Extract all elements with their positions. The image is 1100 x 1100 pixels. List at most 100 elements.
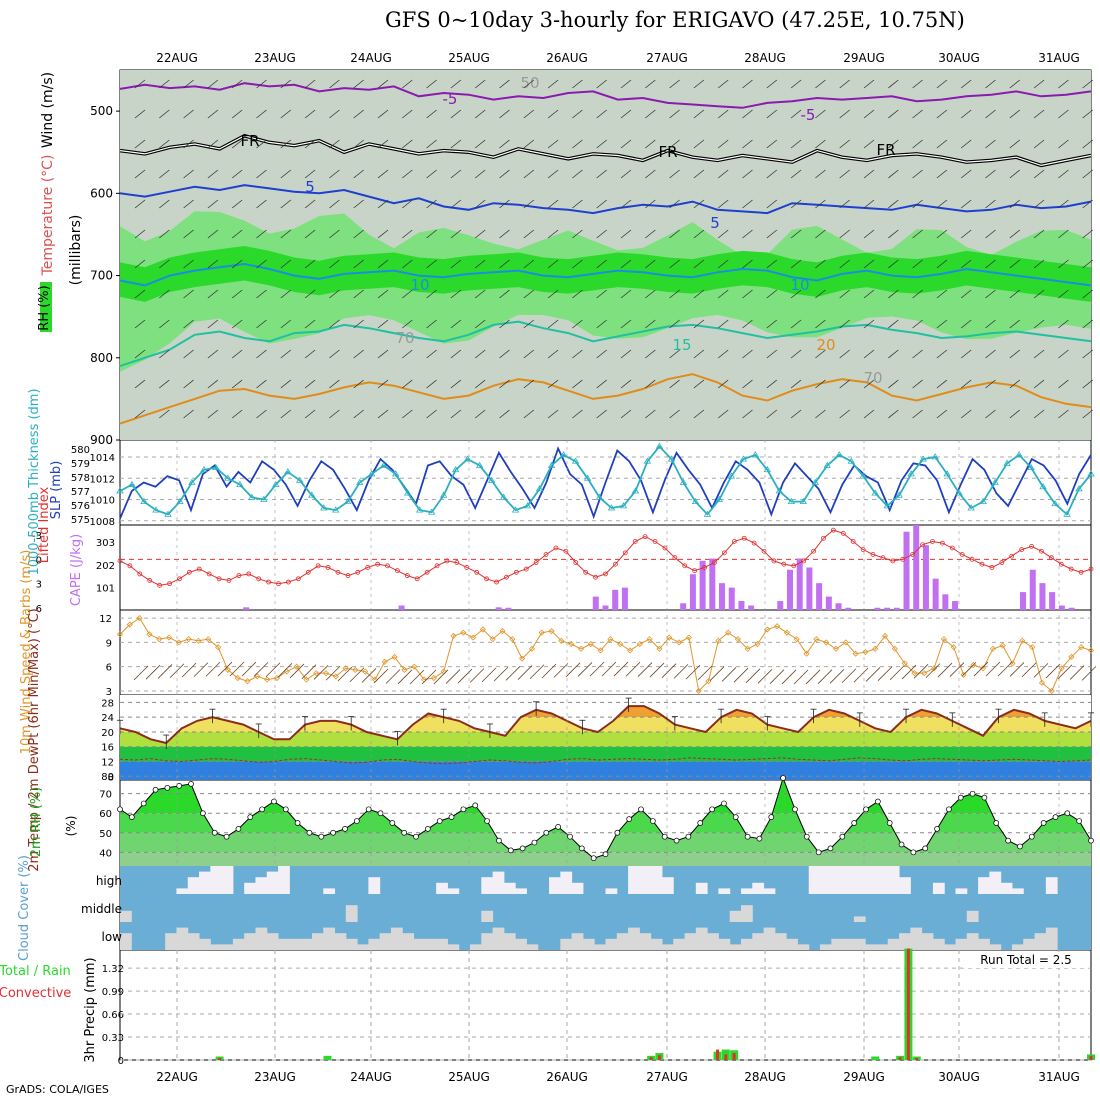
cloud-cell [176,927,189,950]
cloud-cell [481,877,494,894]
wind-speed-point [460,629,467,636]
thickness-point [260,495,268,502]
cloud-cell [729,944,742,950]
wind-barb [256,409,267,419]
wind-speed-point [607,636,614,643]
wind-barb [769,669,785,684]
cloud-cell [729,910,742,922]
wind-speed-point [165,634,173,641]
wind-barb [329,349,340,359]
wind-barb [474,139,486,149]
wind-barb [912,169,923,179]
li-point [1088,566,1094,572]
contour-label: 10 [410,276,429,294]
cloud-cell [944,944,957,950]
wind-barb [839,319,850,329]
wind-barb [450,169,462,179]
rh-point [164,784,171,791]
cloud-cell [616,933,629,950]
rh-band [120,852,1091,866]
wind-barb [304,409,316,419]
li-point [246,571,252,577]
cloud-cell [447,888,460,894]
wind-barb [450,409,462,419]
wind-barb [693,199,705,209]
wind-barb [145,664,161,680]
wind-barb [863,139,875,149]
wind-barb [960,409,972,419]
li-point [583,569,589,575]
wind-barb [839,229,850,239]
wind-barb [985,319,996,329]
temp-tick-label: 20 [101,728,114,739]
wind-barb [790,139,802,149]
cloud-cell [989,871,1002,894]
cape-bar [738,601,745,610]
rh-point [507,847,514,854]
rh-point [863,806,869,813]
li-point [404,573,410,578]
wind-barb [693,229,705,239]
rh-point [519,845,526,852]
wind-barb [474,259,486,269]
wind-barb [1009,109,1021,119]
wind-barb [693,379,705,389]
temp-band [120,746,1091,762]
thickness-point [463,455,472,462]
li-point [563,548,569,554]
wind-barb [523,289,535,299]
wind-barb [280,349,292,359]
li-point [355,569,361,575]
wind-barb [547,259,559,269]
wind-barb [181,662,197,678]
wind-barb [377,199,389,209]
wind-barb [523,169,535,179]
wind-barb [450,259,462,269]
wind-tick-label: 6 [106,663,112,674]
wind-barb [1033,289,1045,299]
wind-barb [912,379,923,389]
wind-barb [781,669,797,685]
precip-tick-label: 0 [118,1056,124,1067]
li-point [295,576,301,582]
wind-barb [815,199,826,209]
precip-convective-bar [732,1053,736,1060]
wind-barb [1033,229,1045,239]
wind-barb [888,349,899,359]
wind-barb [445,669,461,684]
rh-point [413,833,419,840]
wind-barb [620,109,632,119]
wind-barb [620,139,632,149]
contour-label: 5 [305,178,315,196]
cape-bar [1068,607,1075,610]
wind-barb [159,229,170,239]
thickness-point [475,461,484,468]
wind-barb [229,661,245,677]
cloud-cell [120,910,132,922]
wind-barb [620,319,632,329]
wind-barb [373,668,389,684]
wind-barb [207,319,219,329]
wind-barb [474,409,486,419]
wind-barb [304,379,316,389]
wind-barb [888,289,899,299]
wind-barb [912,199,923,209]
thickness-point [703,510,712,517]
cloud-cell [695,927,708,950]
wind-barb [499,379,510,389]
li-point [434,563,440,569]
wind-barb [353,139,364,149]
li-point [900,556,906,562]
temp-band [120,731,1091,747]
precip-tick-label: 0.99 [102,987,124,998]
wind-barb [256,379,267,389]
wind-barb [499,79,510,89]
wind-barb [231,319,243,329]
wind-barb [645,409,656,419]
wind-barb [159,259,170,269]
rh-axis-label: RH (%) [37,285,52,330]
temp-tick-label: 24 [101,713,114,724]
cloud-cell [650,866,663,894]
wind-barb [960,139,972,149]
cloud-cell [740,938,753,950]
